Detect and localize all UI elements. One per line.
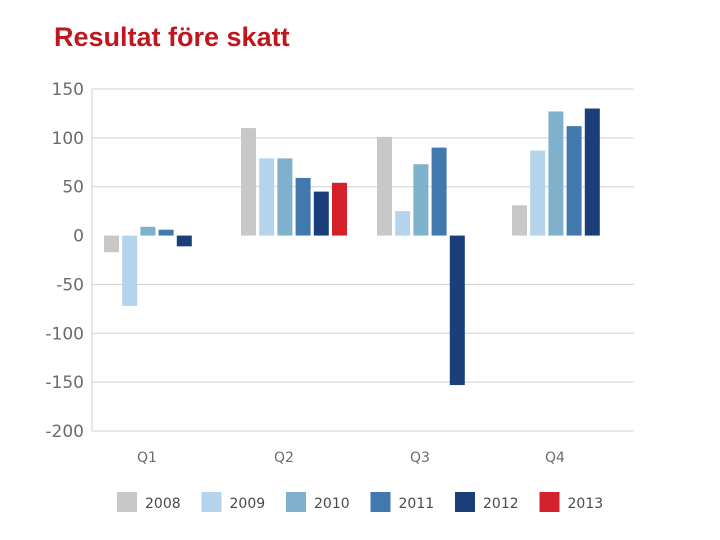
bar-q4-2011 xyxy=(566,126,582,236)
bar-q4-2008 xyxy=(512,205,527,236)
bar-q2-2009 xyxy=(259,158,275,236)
y-tick-label: 150 xyxy=(52,80,84,100)
bar-q2-2013 xyxy=(332,182,347,236)
bar-q4-2010 xyxy=(548,111,564,236)
legend-label: 2009 xyxy=(230,496,266,512)
bar-q4-2012 xyxy=(584,108,600,236)
legend-swatch xyxy=(539,492,560,512)
bar-q2-2008 xyxy=(241,128,256,236)
legend-label: 2013 xyxy=(568,496,604,512)
y-tick-label: -100 xyxy=(45,324,84,344)
legend-swatch xyxy=(286,492,306,512)
bar-q1-2008 xyxy=(104,235,119,253)
legend-label: 2011 xyxy=(399,496,435,512)
bar-q1-2011 xyxy=(158,229,174,236)
bar-q4-2009 xyxy=(530,150,546,236)
legend-swatch xyxy=(370,492,391,512)
x-tick-label: Q4 xyxy=(545,450,565,466)
bar-q3-2012 xyxy=(449,235,465,386)
bar-q3-2011 xyxy=(431,147,447,236)
bar-q2-2011 xyxy=(295,177,311,236)
bar-q3-2010 xyxy=(413,164,429,236)
legend-swatch xyxy=(117,492,137,512)
y-tick-label: -200 xyxy=(45,422,84,442)
x-tick-labels: Q1 Q2 Q3 Q4 xyxy=(137,450,565,466)
legend-label: 2008 xyxy=(145,496,181,512)
x-tick-label: Q3 xyxy=(410,450,430,466)
y-tick-label: -150 xyxy=(45,373,84,393)
y-tick-label: 0 xyxy=(73,227,84,247)
bar-q3-2008 xyxy=(377,136,392,236)
legend-swatch xyxy=(201,492,222,512)
x-tick-label: Q2 xyxy=(274,450,294,466)
bars xyxy=(104,108,600,386)
legend-label: 2010 xyxy=(314,496,350,512)
bar-q1-2010 xyxy=(140,226,156,236)
y-tick-labels: 150 100 50 0 -50 -100 -150 -200 xyxy=(45,80,84,442)
bar-q2-2012 xyxy=(313,191,329,236)
y-tick-label: 100 xyxy=(52,129,84,149)
legend-label: 2012 xyxy=(483,496,519,512)
bar-q3-2009 xyxy=(395,211,411,236)
legend-swatch xyxy=(455,492,475,512)
y-tick-label: 50 xyxy=(62,178,84,198)
grid-lines xyxy=(92,88,634,432)
y-tick-label: -50 xyxy=(56,275,84,295)
bar-q1-2009 xyxy=(122,235,138,306)
page-title: Resultat före skatt xyxy=(54,22,290,52)
legend: 2008 2009 2010 2011 2012 2013 xyxy=(117,492,603,512)
bar-q1-2012 xyxy=(176,235,192,247)
bar-q2-2010 xyxy=(277,158,293,236)
x-tick-label: Q1 xyxy=(137,450,157,466)
